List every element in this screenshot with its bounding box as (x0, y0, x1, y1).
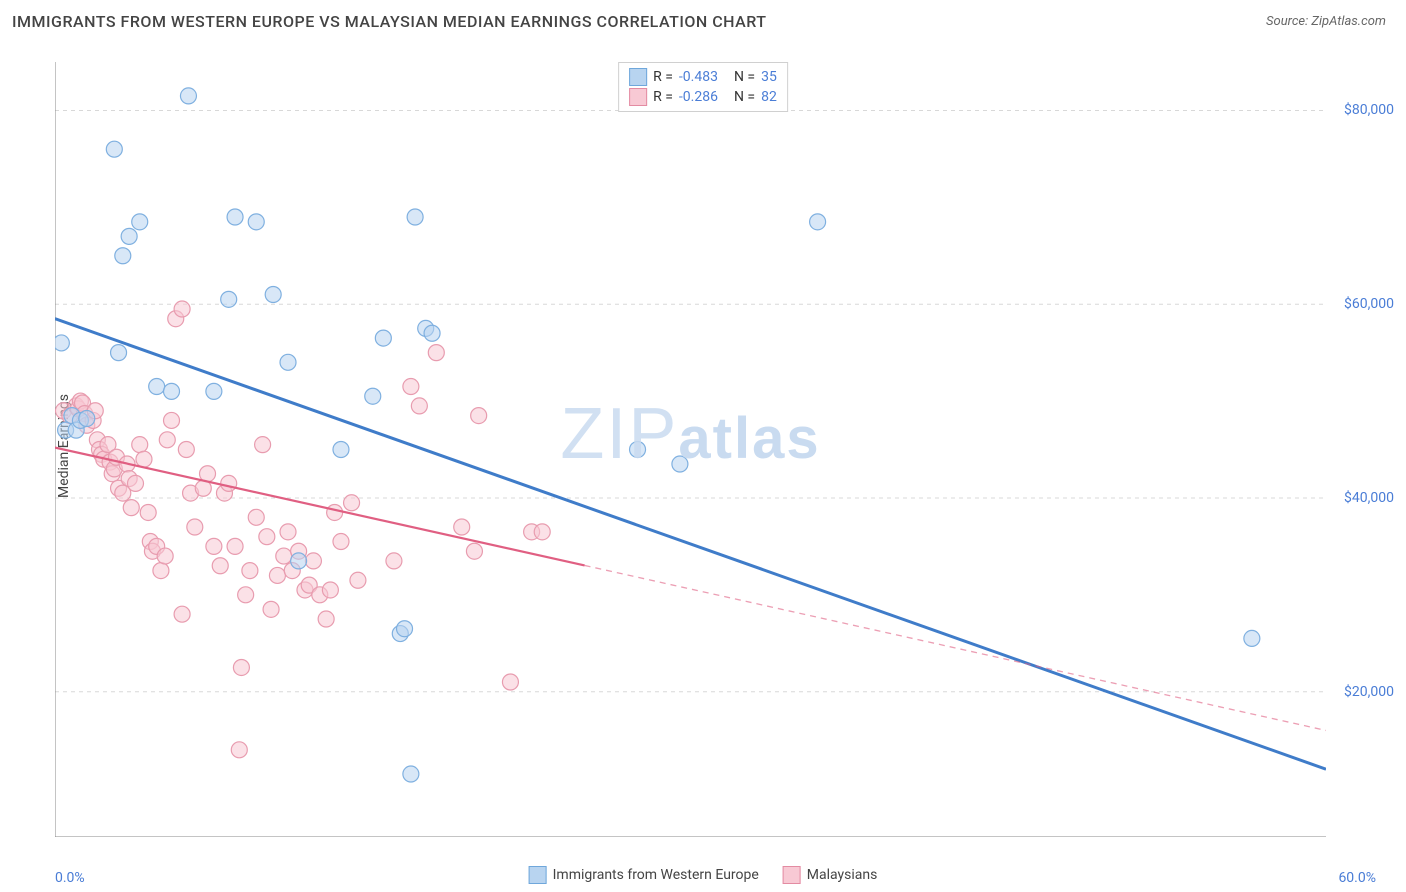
y-tick-label: $40,000 (1344, 490, 1394, 506)
y-tick-label: $60,000 (1344, 296, 1394, 312)
legend-r-label: R = (653, 89, 673, 105)
correlation-legend: R = -0.483 N = 35 R = -0.286 N = 82 (618, 62, 788, 112)
legend-row: R = -0.286 N = 82 (629, 87, 777, 107)
x-axis-max-label: 60.0% (1338, 870, 1376, 886)
series-legend: Immigrants from Western Europe Malaysians (529, 866, 878, 884)
legend-swatch (529, 866, 547, 884)
legend-swatch (629, 68, 647, 86)
y-tick-label: $20,000 (1344, 684, 1394, 700)
legend-n-value: 35 (761, 69, 777, 85)
legend-n-label: N = (734, 89, 755, 105)
legend-n-label: N = (734, 69, 755, 85)
chart-svg (55, 62, 1326, 837)
chart-source: Source: ZipAtlas.com (1266, 14, 1386, 29)
legend-row: R = -0.483 N = 35 (629, 67, 777, 87)
y-tick-label: $80,000 (1344, 102, 1394, 118)
chart-title: IMMIGRANTS FROM WESTERN EUROPE VS MALAYS… (12, 12, 767, 31)
legend-swatch (783, 866, 801, 884)
x-axis-min-label: 0.0% (55, 870, 85, 886)
legend-r-value: -0.483 (679, 69, 718, 85)
legend-r-value: -0.286 (679, 89, 718, 105)
series-legend-label: Immigrants from Western Europe (553, 867, 759, 883)
legend-swatch (629, 88, 647, 106)
legend-r-label: R = (653, 69, 673, 85)
legend-n-value: 82 (761, 89, 777, 105)
series-legend-item: Immigrants from Western Europe (529, 866, 759, 884)
series-legend-label: Malaysians (807, 867, 878, 883)
chart-header: IMMIGRANTS FROM WESTERN EUROPE VS MALAYS… (0, 0, 1406, 40)
chart-plot-area: ZIPatlas $20,000$40,000$60,000$80,000 (55, 62, 1326, 837)
series-legend-item: Malaysians (783, 866, 878, 884)
